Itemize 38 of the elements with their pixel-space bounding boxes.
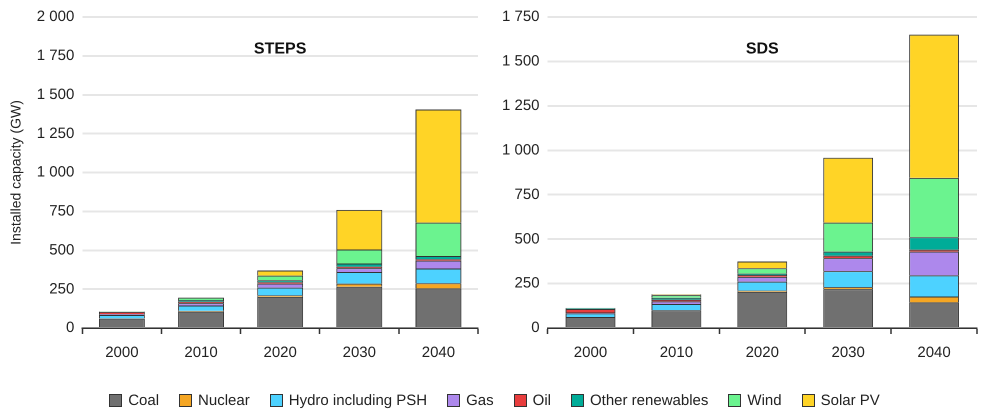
- y-tick-label: 2 000: [36, 8, 74, 26]
- y-tick-label: 250: [49, 280, 74, 298]
- legend-label: Gas: [466, 392, 494, 409]
- x-tick-label: 2030: [831, 344, 865, 362]
- y-tick-label: 250: [514, 274, 540, 292]
- y-tick-label: 1 250: [36, 124, 74, 142]
- y-tick-label: 1 750: [502, 8, 540, 26]
- legend-label: Other renewables: [590, 392, 708, 409]
- x-tick-label: 2040: [422, 344, 456, 362]
- y-tick-label: 750: [514, 186, 540, 203]
- x-tick-label: 2000: [105, 344, 139, 362]
- y-tick-label: 1 500: [36, 86, 74, 103]
- legend-label: Solar PV: [820, 392, 880, 409]
- legend-label: Oil: [532, 392, 551, 409]
- y-tick-label: 0: [66, 319, 74, 336]
- legend-label: Nuclear: [198, 392, 250, 409]
- y-axis-title: Installed capacity (GW): [7, 100, 24, 245]
- x-tick-label: 2030: [342, 344, 376, 362]
- legend-label: Wind: [747, 392, 782, 409]
- y-tick-label: 750: [49, 202, 74, 220]
- text: SDS: [746, 40, 780, 58]
- x-tick-label: 2040: [917, 344, 951, 362]
- y-tick-label: 1 000: [36, 164, 74, 181]
- x-tick-label: 2010: [660, 344, 694, 362]
- x-tick-label: 2020: [746, 344, 779, 362]
- y-tick-label: 1 750: [36, 47, 74, 64]
- legend-label: Coal: [128, 392, 160, 409]
- y-tick-label: 500: [49, 241, 74, 258]
- y-tick-label: 1 500: [502, 52, 540, 70]
- legend-label: Hydro including PSH: [288, 392, 428, 409]
- x-tick-label: 2020: [263, 344, 297, 362]
- y-tick-label: 500: [514, 230, 540, 248]
- y-tick-label: 0: [531, 319, 540, 336]
- text: STEPS: [254, 40, 307, 58]
- x-tick-label: 2000: [574, 344, 608, 362]
- x-tick-label: 2010: [184, 344, 218, 362]
- y-tick-label: 1 000: [502, 141, 540, 158]
- y-tick-label: 1 250: [502, 97, 540, 114]
